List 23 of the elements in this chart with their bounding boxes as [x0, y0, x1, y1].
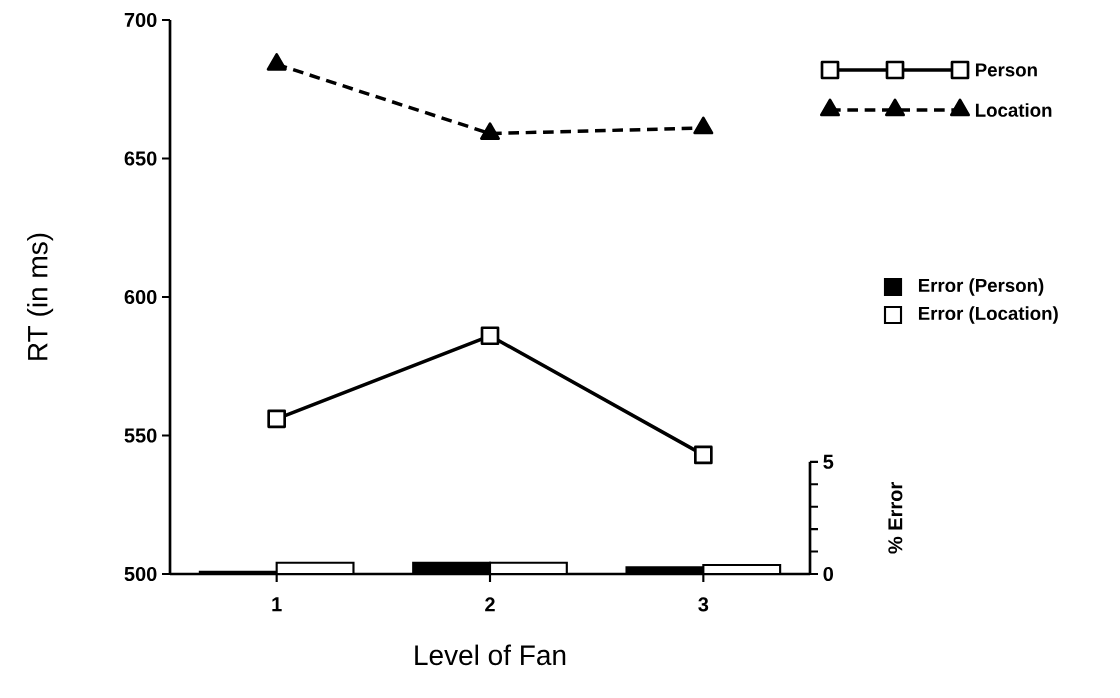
- y2-tick-label: 0: [823, 566, 834, 582]
- y2-tick-label: 5: [823, 454, 834, 469]
- point: [267, 409, 287, 429]
- x-tick-label: 2: [485, 597, 495, 612]
- legend-label: Location: [975, 103, 1052, 117]
- point: [480, 122, 501, 140]
- y-axis-title: RT (in ms): [27, 233, 54, 360]
- legend-label: Error (Location): [918, 306, 1058, 324]
- point: [693, 116, 714, 135]
- x-axis-title: Level of Fan: [415, 644, 566, 666]
- x-tick-label: 1: [272, 597, 282, 612]
- point: [694, 445, 713, 465]
- y-tick-label: 650: [124, 151, 157, 166]
- y-tick-label: 550: [124, 428, 157, 443]
- x-tick-label: 3: [698, 597, 709, 612]
- y-tick-label: 500: [124, 566, 157, 582]
- y-tick-label: 700: [124, 12, 157, 28]
- point: [266, 52, 287, 71]
- point: [480, 326, 500, 346]
- legend-label: Error (Person): [918, 278, 1044, 296]
- y2-axis-title: % Error: [888, 482, 903, 554]
- y-tick-label: 600: [124, 289, 157, 305]
- legend-label: Person: [975, 63, 1037, 77]
